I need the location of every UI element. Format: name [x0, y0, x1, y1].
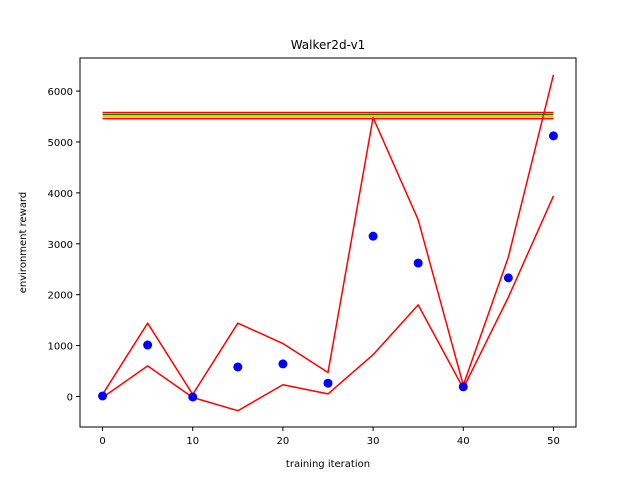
x-tick-label: 0 — [99, 436, 105, 447]
y-tick-label: 5000 — [48, 138, 73, 149]
data-point — [143, 340, 153, 350]
y-axis-label: environment reward — [18, 192, 29, 294]
x-tick-label: 40 — [457, 436, 470, 447]
x-tick-label: 20 — [277, 436, 290, 447]
x-tick-label: 10 — [186, 436, 199, 447]
data-point — [188, 392, 198, 402]
y-tick-label: 0 — [67, 392, 73, 403]
data-point — [233, 362, 243, 372]
data-point — [98, 391, 108, 401]
chart-title: Walker2d-v1 — [291, 38, 366, 52]
x-tick-label: 30 — [367, 436, 380, 447]
bound-line-2 — [102, 195, 555, 412]
data-point — [323, 378, 333, 388]
plot-frame — [79, 57, 577, 428]
y-tick-label: 4000 — [48, 189, 73, 200]
y-tick-label: 2000 — [48, 291, 73, 302]
data-point — [278, 359, 288, 369]
x-tick-label: 50 — [547, 436, 560, 447]
data-point — [413, 258, 423, 268]
x-axis-label: training iteration — [286, 459, 370, 470]
data-point — [548, 131, 558, 141]
data-point — [503, 273, 513, 283]
data-point — [368, 231, 378, 241]
data-point — [458, 382, 468, 392]
bound-line-1 — [101, 74, 555, 396]
y-tick-label: 1000 — [48, 342, 73, 353]
y-tick-label: 3000 — [48, 240, 73, 251]
y-tick-label: 6000 — [48, 87, 73, 98]
